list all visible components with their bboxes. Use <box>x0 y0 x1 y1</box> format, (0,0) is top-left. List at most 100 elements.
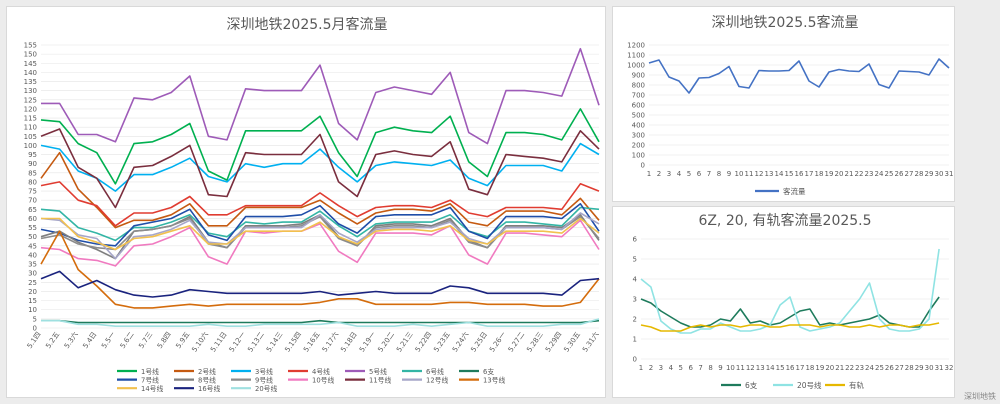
x-tick-label: 24 <box>865 364 874 372</box>
series-line <box>40 212 600 260</box>
y-tick-label: 50 <box>28 233 37 241</box>
chart-title: 6Z, 20, 有轨客流量2025.5 <box>698 212 871 229</box>
legend-label: 10号线 <box>312 376 334 385</box>
chart-panel-total: 深圳地铁2025.5客流量 0 100 200 300 400 500 600 700 800 9… <box>612 6 955 202</box>
y-tick-label: 100 <box>24 142 37 150</box>
chart-lines-by-line: 深圳地铁2025.5月客流量 0510152025303540455055606… <box>24 16 601 393</box>
x-tick-label: 11 <box>745 170 754 178</box>
x-tick-label: 5.2五 <box>44 331 61 350</box>
series-line <box>40 219 600 267</box>
y-tick-label: 110 <box>24 124 37 132</box>
y-tick-label: 45 <box>28 242 37 250</box>
x-tick-label: 6 <box>688 364 693 372</box>
chart-title: 深圳地铁2025.5月客流量 <box>227 16 388 33</box>
chart-panel-lines: 深圳地铁2025.5月客流量 0 5 10 15 20 25 30 35 40 45 50 55 60 6… <box>6 6 606 398</box>
x-tick-label: 5.19一 <box>358 331 378 354</box>
x-tick-label: 7 <box>707 170 711 178</box>
series-line <box>40 206 600 242</box>
y-tick-label: 1000 <box>627 62 645 70</box>
y-tick-label: 900 <box>632 72 645 80</box>
legend-label: 6支 <box>483 367 494 376</box>
x-tick-label: 15 <box>776 364 785 372</box>
x-tick-label: 3 <box>659 364 663 372</box>
x-tick-label: 30 <box>935 170 944 178</box>
legend-label: 20号线 <box>797 380 822 390</box>
x-tick-label: 14 <box>766 364 775 372</box>
y-tick-label: 30 <box>28 270 37 278</box>
x-tick-label: 13 <box>756 364 765 372</box>
x-tick-label: 5.3六 <box>62 330 80 350</box>
series-line <box>40 151 600 229</box>
legend-label: 5号线 <box>369 367 387 376</box>
x-tick-label: 12 <box>746 364 755 372</box>
y-tick-label: 2 <box>633 316 637 324</box>
y-tick-label: 1 <box>633 336 637 344</box>
x-tick-label: 4 <box>669 364 674 372</box>
x-tick-label: 5.26一 <box>488 331 508 354</box>
legend-label: 1号线 <box>141 367 159 376</box>
legend-label: 6支 <box>745 380 758 390</box>
series-line <box>640 248 940 334</box>
y-tick-label: 0 <box>33 325 37 333</box>
y-tick-label: 85 <box>28 169 37 177</box>
series-line <box>640 322 940 332</box>
legend-label: 13号线 <box>483 376 505 385</box>
y-tick-label: 150 <box>24 51 37 59</box>
x-tick-label: 5.25日 <box>470 331 490 354</box>
series-line <box>648 58 950 94</box>
x-tick-label: 5.10六 <box>190 330 210 354</box>
y-tick-label: 95 <box>28 151 37 159</box>
y-tick-label: 5 <box>33 315 37 323</box>
series-line <box>41 47 600 145</box>
x-tick-label: 23 <box>865 170 874 178</box>
x-tick-label: 25 <box>885 170 894 178</box>
x-tick-label: 8 <box>708 364 712 372</box>
y-tick-label: 65 <box>28 206 37 214</box>
x-tick-label: 5.4日 <box>81 331 98 350</box>
y-tick-label: 4 <box>633 276 638 284</box>
series-line <box>40 142 600 192</box>
y-tick-label: 200 <box>632 142 645 150</box>
x-tick-label: 18 <box>815 170 824 178</box>
x-tick-label: 22 <box>855 170 864 178</box>
x-tick-label: 17 <box>805 170 814 178</box>
x-tick-label: 25 <box>875 364 884 372</box>
x-tick-label: 13 <box>765 170 774 178</box>
series-line <box>41 217 600 251</box>
legend-label: 8号线 <box>198 376 216 385</box>
x-tick-label: 5.29四 <box>544 331 564 354</box>
x-tick-label: 5.7三 <box>137 331 154 350</box>
legend-label: 6号线 <box>426 367 444 376</box>
x-tick-label: 5.18日 <box>339 331 359 354</box>
x-tick-label: 23 <box>855 364 864 372</box>
x-tick-label: 9 <box>727 170 731 178</box>
series-line <box>40 108 600 185</box>
x-tick-label: 26 <box>895 170 904 178</box>
x-tick-label: 17 <box>796 364 805 372</box>
x-tick-label: 30 <box>925 364 934 372</box>
y-tick-label: 75 <box>28 188 37 196</box>
y-tick-label: 120 <box>24 105 37 113</box>
y-tick-label: 600 <box>632 102 645 110</box>
x-tick-label: 5.21三 <box>395 331 415 354</box>
x-tick-label: 6 <box>697 170 702 178</box>
x-tick-label: 32 <box>945 364 954 372</box>
y-tick-label: 6 <box>633 236 638 244</box>
y-tick-label: 80 <box>28 178 37 186</box>
x-tick-label: 8 <box>717 170 721 178</box>
x-tick-label: 5.5一 <box>100 331 117 350</box>
x-tick-label: 9 <box>718 364 722 372</box>
x-tick-label: 5.9五 <box>174 331 191 350</box>
x-tick-label: 5.16五 <box>302 331 322 354</box>
series-line <box>640 296 940 328</box>
x-tick-label: 20 <box>835 170 844 178</box>
x-tick-label: 12 <box>755 170 764 178</box>
legend-label: 11号线 <box>369 376 391 385</box>
x-tick-label: 5.20二 <box>377 331 397 354</box>
x-tick-label: 5.1四 <box>26 331 43 350</box>
x-tick-label: 10 <box>726 364 735 372</box>
x-tick-label: 3 <box>667 170 671 178</box>
y-tick-label: 105 <box>24 133 37 141</box>
y-tick-label: 500 <box>632 112 645 120</box>
y-tick-label: 5 <box>633 256 637 264</box>
